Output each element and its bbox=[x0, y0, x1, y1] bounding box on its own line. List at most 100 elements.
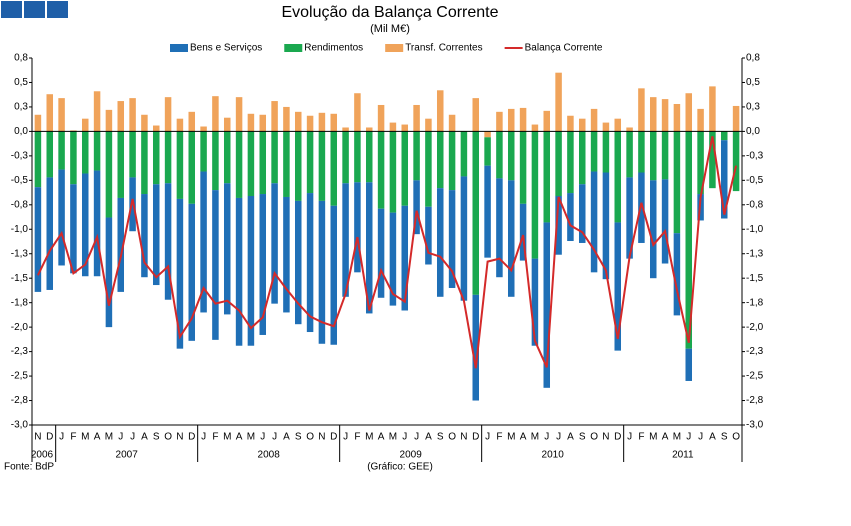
x-tick-label: J bbox=[272, 432, 277, 443]
bar-segment bbox=[496, 111, 503, 132]
bar-segment bbox=[472, 294, 480, 401]
bar-segment bbox=[247, 113, 255, 132]
bar-segment bbox=[389, 122, 397, 132]
bar-segment bbox=[484, 137, 491, 166]
bar-segment bbox=[720, 140, 728, 219]
x-tick-label: A bbox=[283, 432, 290, 443]
bar-segment bbox=[720, 131, 728, 141]
bar-segment bbox=[283, 196, 290, 313]
x-tick-label: A bbox=[662, 432, 669, 443]
bar-segment bbox=[555, 131, 562, 196]
bar-segment bbox=[34, 187, 42, 292]
bar-segment bbox=[413, 104, 420, 132]
legend-swatch bbox=[170, 44, 188, 52]
bar-segment bbox=[377, 131, 385, 209]
bar-segment bbox=[543, 110, 551, 132]
bar-segment bbox=[342, 127, 349, 132]
bar-segment bbox=[93, 91, 101, 132]
bar-segment bbox=[200, 126, 207, 132]
bar-segment bbox=[34, 114, 42, 132]
bar-segment bbox=[413, 131, 420, 181]
bar-segment bbox=[685, 348, 693, 381]
bar-segment bbox=[259, 114, 267, 132]
bar-segment bbox=[259, 194, 267, 335]
y2-tick-label: -2,3 bbox=[746, 346, 764, 357]
bar-segment bbox=[578, 118, 586, 132]
bar-segment bbox=[283, 131, 290, 197]
x-tick-label: O bbox=[590, 432, 598, 443]
y2-tick-label: -1,5 bbox=[746, 273, 764, 284]
x-tick-label: S bbox=[437, 432, 444, 443]
x-tick-label: F bbox=[354, 432, 360, 443]
bar-segment bbox=[709, 86, 716, 132]
bar-segment bbox=[152, 131, 160, 185]
x-tick-label: M bbox=[247, 432, 255, 443]
x-tick-label: M bbox=[649, 432, 657, 443]
bar-segment bbox=[673, 233, 681, 316]
x-tick-label: A bbox=[236, 432, 243, 443]
bar-segment bbox=[661, 179, 669, 264]
bar-segment bbox=[472, 98, 480, 132]
bar-segment bbox=[567, 131, 574, 194]
bar-segment bbox=[129, 177, 136, 232]
chart-title: Evolução da Balança Corrente bbox=[281, 4, 498, 21]
x-tick-label: D bbox=[330, 432, 337, 443]
logo-block bbox=[47, 1, 68, 18]
x-tick-label: N bbox=[176, 432, 183, 443]
legend-swatch bbox=[284, 44, 303, 52]
bar-segment bbox=[460, 131, 468, 177]
bar-segment bbox=[58, 169, 65, 266]
bar-segment bbox=[354, 93, 361, 132]
bar-segment bbox=[590, 131, 598, 172]
bar-segment bbox=[401, 131, 409, 206]
y2-tick-label: -0,5 bbox=[746, 175, 764, 186]
bar-segment bbox=[200, 171, 207, 313]
bar-segment bbox=[283, 106, 290, 132]
bar-segment bbox=[578, 131, 586, 185]
x-tick-label: F bbox=[70, 432, 76, 443]
bar-segment bbox=[235, 197, 243, 346]
x-tick-label: N bbox=[34, 432, 41, 443]
x-tick-label: A bbox=[567, 432, 574, 443]
x-tick-label: A bbox=[141, 432, 148, 443]
bar-segment bbox=[425, 118, 432, 132]
x-tick-label: J bbox=[698, 432, 703, 443]
bar-segment bbox=[81, 118, 89, 132]
bar-segment bbox=[448, 131, 456, 191]
bar-segment bbox=[70, 131, 77, 185]
x-tick-label: J bbox=[130, 432, 135, 443]
x-tick-label: O bbox=[732, 432, 740, 443]
x-tick-label: M bbox=[389, 432, 397, 443]
x-tick-label: S bbox=[295, 432, 302, 443]
x-tick-label: F bbox=[638, 432, 644, 443]
bar-segment bbox=[590, 108, 598, 132]
bar-segment bbox=[472, 131, 480, 295]
bar-segment bbox=[626, 127, 633, 132]
x-tick-label: J bbox=[485, 432, 490, 443]
bar-segment bbox=[638, 172, 645, 243]
bar-segment bbox=[673, 131, 681, 234]
bar-segment bbox=[223, 131, 231, 184]
bar-segment bbox=[81, 131, 89, 174]
x-tick-label: A bbox=[378, 432, 385, 443]
y2-tick-label: -1,8 bbox=[746, 297, 764, 308]
x-tick-label: J bbox=[556, 432, 561, 443]
bar-segment bbox=[46, 94, 54, 132]
x-tick-label: A bbox=[709, 432, 716, 443]
y-tick-label: -1,5 bbox=[11, 273, 29, 284]
x-tick-label: M bbox=[531, 432, 539, 443]
bar-segment bbox=[176, 198, 184, 349]
bar-segment bbox=[164, 97, 172, 132]
y2-tick-label: 0,0 bbox=[746, 126, 760, 137]
bar-segment bbox=[188, 111, 196, 132]
bar-segment bbox=[496, 131, 503, 179]
y-tick-label: 0,8 bbox=[14, 53, 28, 64]
bar-segment bbox=[306, 193, 314, 333]
bar-segment bbox=[81, 173, 89, 277]
bar-segment bbox=[117, 197, 125, 292]
bar-segment bbox=[152, 184, 160, 286]
bar-segment bbox=[235, 97, 243, 132]
y-tick-label: -2,5 bbox=[11, 371, 29, 382]
bar-segment bbox=[200, 131, 207, 172]
bar-segment bbox=[271, 131, 278, 184]
